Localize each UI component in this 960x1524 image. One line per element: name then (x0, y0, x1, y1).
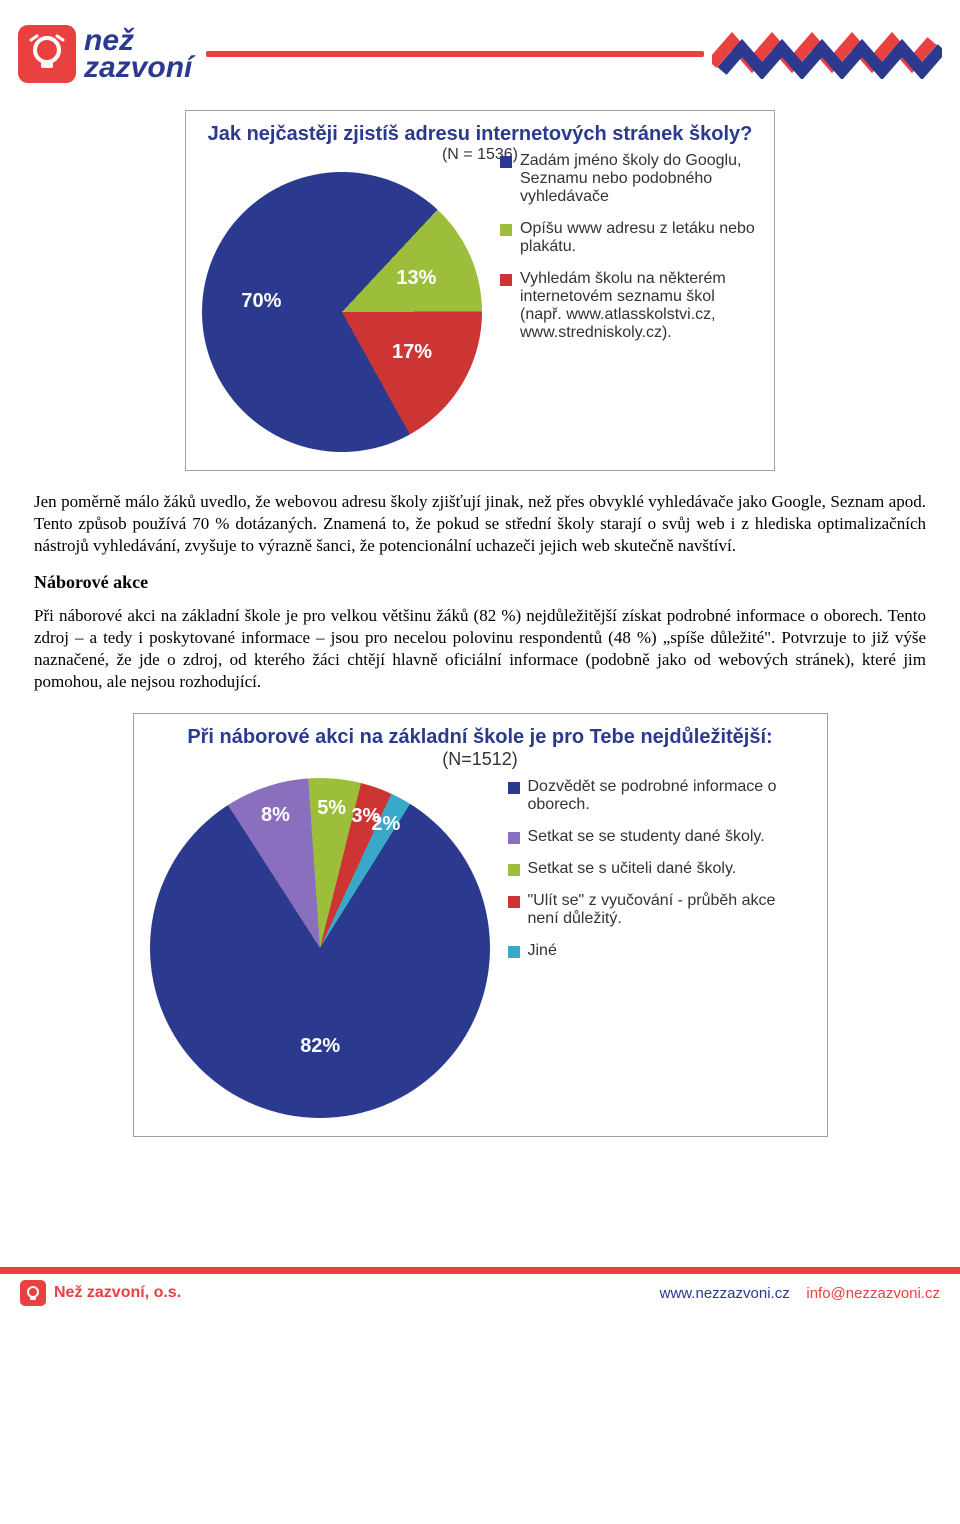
legend-swatch (500, 274, 512, 286)
footer-left: Než zazvoní, o.s. (20, 1280, 181, 1306)
header: než zazvoní (0, 0, 960, 90)
legend-label: Dozvědět se podrobné informace o oborech… (528, 778, 811, 814)
footer: Než zazvoní, o.s. www.nezzazvoni.cz info… (0, 1267, 960, 1322)
legend-label: Opíšu www adresu z letáku nebo plakátu. (520, 220, 758, 256)
chart2-panel: Při náborové akci na základní škole je p… (133, 713, 828, 1137)
legend-item: Opíšu www adresu z letáku nebo plakátu. (500, 220, 758, 256)
chart2-n: (N=1512) (150, 749, 811, 770)
heading-naborove: Náborové akce (34, 571, 926, 594)
chart2-pie: 82%8%5%3%2% (150, 778, 490, 1118)
footer-right: www.nezzazvoni.cz info@nezzazvoni.cz (660, 1285, 940, 1302)
legend-swatch (508, 896, 520, 908)
legend-swatch (508, 832, 520, 844)
chart2-title: Při náborové akci na základní škole je p… (150, 726, 811, 749)
chart1-pie: 70%13%17% (202, 172, 482, 452)
legend-item: "Ulít se" z vyučování - průběh akce není… (508, 892, 811, 928)
legend-item: Setkat se s učiteli dané školy. (508, 860, 811, 878)
legend-item: Jiné (508, 942, 811, 960)
footer-email: info@nezzazvoni.cz (806, 1285, 940, 1302)
legend-item: Zadám jméno školy do Googlu, Seznamu neb… (500, 152, 758, 206)
legend-label: Jiné (528, 942, 557, 960)
body-text-block: Jen poměrně málo žáků uvedlo, že webovou… (34, 491, 926, 693)
pie (150, 778, 490, 1118)
logo-text: než zazvoní (84, 27, 192, 81)
legend-label: Setkat se se studenty dané školy. (528, 828, 765, 846)
legend-swatch (508, 946, 520, 958)
legend-label: Zadám jméno školy do Googlu, Seznamu neb… (520, 152, 758, 206)
logo: než zazvoní (18, 25, 192, 83)
header-zigzag-icon (712, 29, 942, 79)
footer-logo-icon (20, 1280, 46, 1306)
legend-label: "Ulít se" z vyučování - průběh akce není… (528, 892, 811, 928)
header-divider (206, 51, 704, 57)
chart1-title: Jak nejčastěji zjistíš adresu internetov… (202, 123, 758, 146)
footer-org: Než zazvoní, o.s. (54, 1284, 181, 1302)
chart1-legend: Zadám jméno školy do Googlu, Seznamu neb… (482, 152, 758, 356)
legend-item: Dozvědět se podrobné informace o oborech… (508, 778, 811, 814)
legend-item: Setkat se se studenty dané školy. (508, 828, 811, 846)
legend-label: Vyhledám školu na některém internetovém … (520, 270, 758, 342)
chart2-legend: Dozvědět se podrobné informace o oborech… (490, 778, 811, 974)
logo-line2: zazvoní (84, 54, 192, 81)
logo-icon (18, 25, 76, 83)
pie (202, 172, 482, 452)
logo-line1: než (84, 27, 192, 54)
paragraph-1: Jen poměrně málo žáků uvedlo, že webovou… (34, 491, 926, 557)
paragraph-2: Při náborové akci na základní škole je p… (34, 605, 926, 693)
legend-item: Vyhledám školu na některém internetovém … (500, 270, 758, 342)
legend-swatch (508, 782, 520, 794)
chart1-panel: Jak nejčastěji zjistíš adresu internetov… (185, 110, 775, 471)
legend-swatch (500, 224, 512, 236)
legend-swatch (508, 864, 520, 876)
footer-url: www.nezzazvoni.cz (660, 1285, 790, 1302)
legend-swatch (500, 156, 512, 168)
legend-label: Setkat se s učiteli dané školy. (528, 860, 737, 878)
